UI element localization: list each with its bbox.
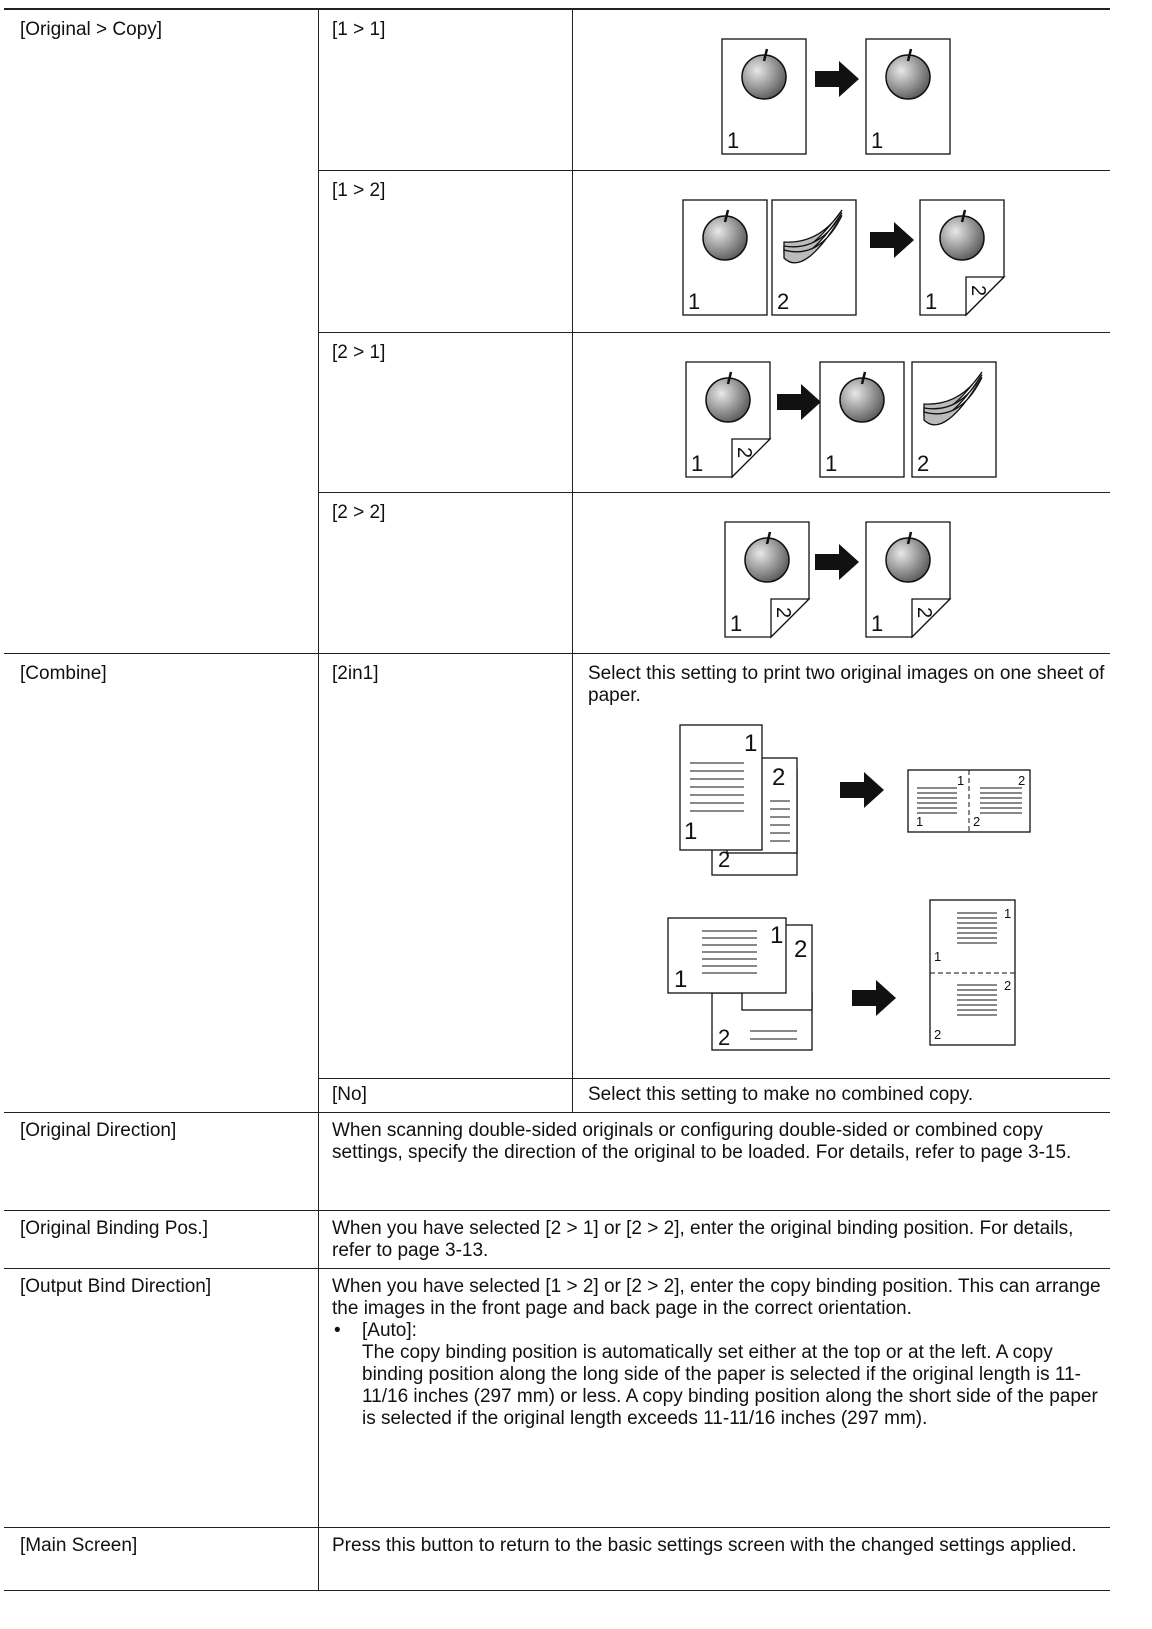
rule [4,653,1110,654]
rule [4,1590,1110,1591]
diagram-digit: 1 [934,949,941,964]
arrow [852,980,896,1016]
arrow [815,61,859,97]
apple [705,377,751,423]
diagram-digit: 1 [688,289,700,314]
option-description: Select this setting to make no combined … [588,1084,974,1105]
rule [318,9,319,1590]
option-name: [2 > 1] [332,342,386,363]
arrow [840,772,884,808]
page [911,361,997,478]
diagram-digit: 2 [794,936,807,963]
apple-stem [960,209,967,223]
setting-description: Press this button to return to the basic… [332,1535,1077,1556]
apple [744,537,790,583]
setting-name: [Original > Copy] [20,19,163,40]
rule [4,1268,1110,1269]
diagram-digit: 1 [916,814,923,829]
diagram-digit: 2 [772,607,794,618]
arrow [870,222,914,258]
diagram-digit: 1 [744,730,757,757]
apple-stem [860,371,867,385]
rule [4,8,1110,10]
illustration: 1 2 2 1 [682,199,1006,317]
rule [318,170,1110,171]
bullet-text: The copy binding position is automatical… [362,1342,1098,1429]
apple [702,215,748,261]
apple-stem [726,371,733,385]
bullet-label: [Auto]: [362,1320,417,1341]
setting-name: [Original Direction] [20,1120,177,1141]
page [667,917,787,994]
diagram-digit: 2 [1018,773,1025,788]
diagram-digit: 1 [871,611,883,636]
option-name: [No] [332,1084,367,1105]
illustration: 2 1 1 2 [685,361,997,479]
arrow [777,384,821,420]
rule [4,1210,1110,1211]
rule [318,1078,1110,1079]
rule [4,1112,1110,1113]
page-fold [911,598,952,639]
apple-stem [723,209,730,223]
setting-description: When you have selected [2 > 1] or [2 > 2… [332,1218,1074,1261]
option-name: [1 > 1] [332,19,386,40]
diagram-digit: 2 [718,1025,730,1050]
diagram-digit: 1 [825,451,837,476]
page-fold [770,598,811,639]
diagram-digit: 1 [730,611,742,636]
setting-name: [Output Bind Direction] [20,1276,212,1297]
diagram-digit: 1 [691,451,703,476]
diagram-digit: 2 [913,607,935,618]
bullet: • [334,1320,341,1341]
diagram-digit: 2 [1004,978,1011,993]
arrow [815,544,859,580]
diagram-digit: 2 [967,285,989,296]
diagram-digit: 2 [917,451,929,476]
apple [885,537,931,583]
diagram-digit: 1 [871,128,883,153]
rule [572,9,573,1112]
setting-description: When scanning double-sided originals or … [332,1120,1072,1163]
apple [885,54,931,100]
diagram-digit: 2 [934,1027,941,1042]
setting-description: When you have selected [1 > 2] or [2 > 2… [332,1276,1101,1319]
illustration: 2 1 2 1 [724,521,952,639]
rule [318,332,1110,333]
rule [318,492,1110,493]
diagram-digit: 1 [957,773,964,788]
option-description: Select this setting to print two origina… [588,663,1105,706]
rule [4,1527,1110,1528]
apple-stem [906,531,913,545]
apple-stem [762,48,769,62]
apple [939,215,985,261]
apple-stem [906,48,913,62]
diagram-digit: 2 [772,764,785,791]
apple [741,54,787,100]
apple [839,377,885,423]
diagram-digit: 2 [733,447,755,458]
setting-name: [Combine] [20,663,107,684]
diagram-digit: 1 [770,922,783,949]
diagram-digit: 2 [777,289,789,314]
diagram-digit: 1 [727,128,739,153]
diagram-digit: 2 [973,814,980,829]
diagram-digit: 1 [925,289,937,314]
diagram-digit: 1 [1004,906,1011,921]
option-name: [1 > 2] [332,180,386,201]
setting-name: [Original Binding Pos.] [20,1218,208,1239]
page-fold [731,438,772,479]
page-fold [965,276,1006,317]
diagram-digit: 1 [674,966,687,993]
banana [783,214,843,264]
option-name: [2 > 2] [332,502,386,523]
option-name: [2in1] [332,663,379,684]
diagram-digit: 1 [684,818,697,845]
banana [923,376,983,426]
setting-name: [Main Screen] [20,1535,138,1556]
apple-stem [765,531,772,545]
